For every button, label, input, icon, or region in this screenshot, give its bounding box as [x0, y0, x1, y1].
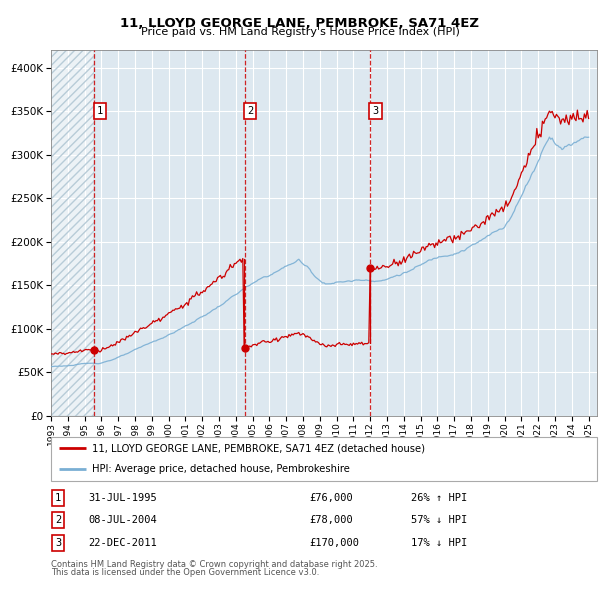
Text: Price paid vs. HM Land Registry's House Price Index (HPI): Price paid vs. HM Land Registry's House …	[140, 27, 460, 37]
Text: 11, LLOYD GEORGE LANE, PEMBROKE, SA71 4EZ (detached house): 11, LLOYD GEORGE LANE, PEMBROKE, SA71 4E…	[92, 443, 425, 453]
Text: This data is licensed under the Open Government Licence v3.0.: This data is licensed under the Open Gov…	[51, 568, 319, 577]
Text: HPI: Average price, detached house, Pembrokeshire: HPI: Average price, detached house, Pemb…	[92, 464, 350, 474]
Text: 11, LLOYD GEORGE LANE, PEMBROKE, SA71 4EZ: 11, LLOYD GEORGE LANE, PEMBROKE, SA71 4E…	[121, 17, 479, 30]
Text: £170,000: £170,000	[309, 538, 359, 548]
Text: 57% ↓ HPI: 57% ↓ HPI	[411, 516, 467, 525]
Text: £76,000: £76,000	[309, 493, 353, 503]
Text: 22-DEC-2011: 22-DEC-2011	[88, 538, 157, 548]
Text: 17% ↓ HPI: 17% ↓ HPI	[411, 538, 467, 548]
Text: 3: 3	[55, 538, 61, 548]
Text: 1: 1	[55, 493, 61, 503]
Text: 08-JUL-2004: 08-JUL-2004	[88, 516, 157, 525]
FancyBboxPatch shape	[51, 437, 597, 481]
Text: 2: 2	[247, 106, 253, 116]
Text: £78,000: £78,000	[309, 516, 353, 525]
Bar	[51, 50, 94, 416]
Text: 26% ↑ HPI: 26% ↑ HPI	[411, 493, 467, 503]
Text: Contains HM Land Registry data © Crown copyright and database right 2025.: Contains HM Land Registry data © Crown c…	[51, 560, 377, 569]
Text: 3: 3	[373, 106, 379, 116]
Text: 1: 1	[97, 106, 103, 116]
Text: 2: 2	[55, 516, 61, 525]
Text: 31-JUL-1995: 31-JUL-1995	[88, 493, 157, 503]
Bar	[51, 50, 94, 416]
